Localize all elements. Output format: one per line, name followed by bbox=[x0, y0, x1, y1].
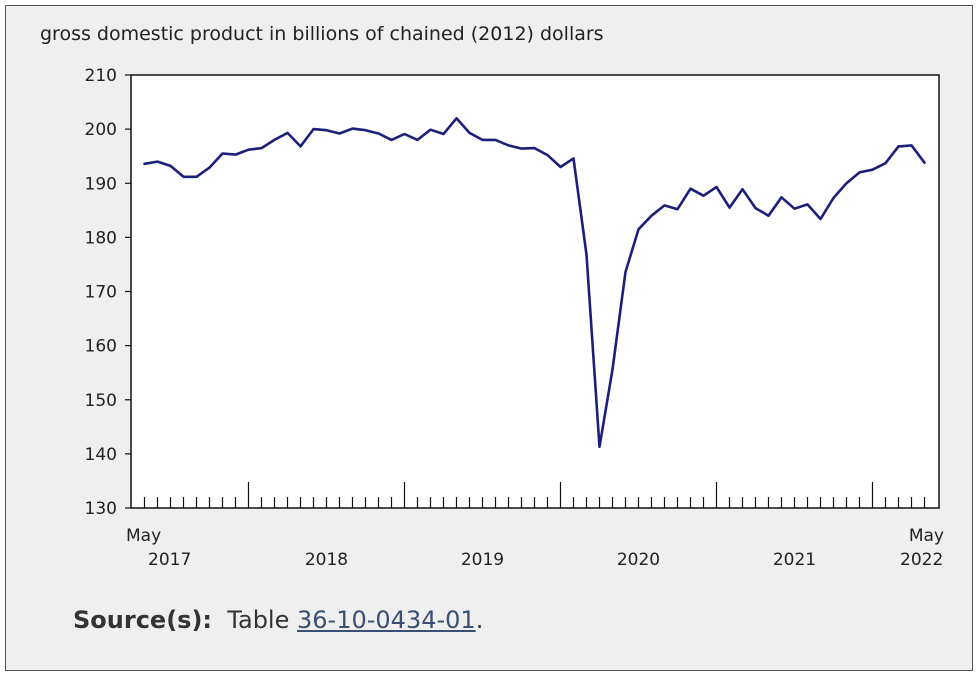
x-tick-year-label: 2021 bbox=[773, 550, 816, 570]
x-tick-year-label: 2020 bbox=[617, 550, 660, 570]
y-tick-label: 170 bbox=[85, 283, 117, 303]
source-label: Source(s): bbox=[73, 606, 213, 634]
y-tick-label: 160 bbox=[85, 337, 117, 357]
source-note: Source(s): Table 36-10-0434-01. bbox=[73, 606, 483, 634]
x-tick-year-label: 2022 bbox=[900, 550, 943, 570]
source-suffix: . bbox=[475, 606, 484, 634]
x-tick-month-label: May bbox=[909, 526, 944, 546]
source-table-link[interactable]: 36-10-0434-01 bbox=[297, 606, 476, 634]
y-tick-label: 150 bbox=[85, 391, 117, 411]
y-tick-label: 210 bbox=[85, 66, 117, 86]
x-axis: May 2017 2018 2019 2020 2021 May 2022 bbox=[126, 482, 944, 570]
source-prefix: Table bbox=[227, 606, 290, 634]
y-tick-label: 140 bbox=[85, 445, 117, 465]
series-line bbox=[143, 117, 926, 449]
x-tick-month-label: May bbox=[126, 526, 161, 546]
x-tick-year-label: 2019 bbox=[461, 550, 504, 570]
y-tick-label: 130 bbox=[85, 499, 117, 519]
y-axis: 130 140 150 160 170 180 190 200 210 bbox=[85, 66, 131, 519]
chart-title: gross domestic product in billions of ch… bbox=[40, 23, 604, 45]
plot-area bbox=[130, 74, 940, 509]
y-tick-label: 190 bbox=[85, 174, 117, 194]
x-tick-year-label: 2018 bbox=[305, 550, 348, 570]
x-tick-year-label: 2017 bbox=[148, 550, 191, 570]
series-layer bbox=[143, 117, 926, 449]
y-tick-label: 180 bbox=[85, 228, 117, 248]
y-tick-label: 200 bbox=[85, 120, 117, 140]
